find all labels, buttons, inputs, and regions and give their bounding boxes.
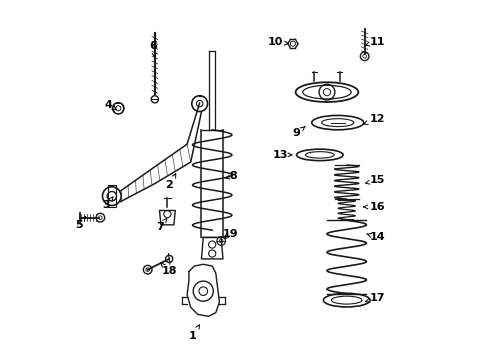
Text: 13: 13	[272, 150, 291, 160]
Text: 4: 4	[104, 100, 116, 110]
Text: 19: 19	[222, 229, 238, 239]
Text: 1: 1	[188, 325, 199, 341]
Text: 6: 6	[149, 41, 157, 57]
Text: 12: 12	[363, 114, 384, 125]
Text: 10: 10	[267, 37, 288, 47]
Text: 15: 15	[365, 175, 384, 185]
Text: 8: 8	[225, 171, 237, 181]
Text: 17: 17	[365, 293, 384, 303]
Text: 5: 5	[75, 217, 85, 230]
Text: 11: 11	[365, 37, 384, 47]
Text: 9: 9	[292, 126, 305, 138]
Text: 7: 7	[156, 219, 166, 231]
Text: 16: 16	[363, 202, 384, 212]
Text: 3: 3	[102, 197, 113, 210]
Text: 2: 2	[165, 174, 176, 190]
Text: 18: 18	[161, 263, 177, 276]
Text: 14: 14	[366, 232, 384, 242]
